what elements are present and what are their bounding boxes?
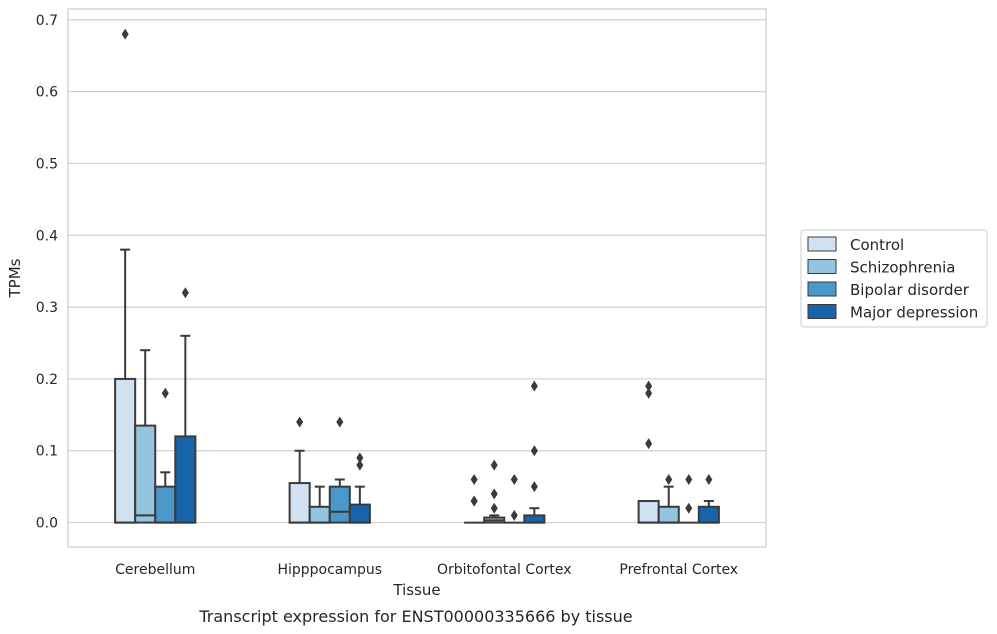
box-schizophrenia <box>134 349 157 524</box>
outlier-point <box>530 380 538 392</box>
outlier-point <box>356 452 364 464</box>
legend-label: Bipolar disorder <box>850 281 970 299</box>
boxes <box>114 28 720 524</box>
outlier-point <box>645 387 653 399</box>
outlier-point <box>685 473 693 485</box>
y-tick-label: 0.7 <box>36 13 58 29</box>
outlier-point <box>645 380 653 392</box>
legend-label: Schizophrenia <box>850 259 955 277</box>
box-bipolar-disorder <box>154 387 177 524</box>
outlier-point <box>705 473 713 485</box>
legend-swatch <box>807 304 837 319</box>
legend-swatch <box>807 281 837 297</box>
outlier-point <box>470 473 478 485</box>
outlier-point <box>530 445 538 457</box>
box-major-depression <box>523 380 546 524</box>
box-schizophrenia <box>483 459 506 524</box>
outlier-point <box>510 509 518 521</box>
outlier-point <box>490 502 498 514</box>
x-tick-label: Hipppocampus <box>277 562 382 578</box>
box-control <box>637 380 660 524</box>
x-tick-label: Cerebellum <box>115 562 195 578</box>
box-schizophrenia <box>308 485 331 524</box>
legend-swatch <box>807 259 837 274</box>
box-schizophrenia <box>657 473 680 524</box>
outlier-point <box>470 495 478 507</box>
x-axis-ticks: Cerebellum Hipppocampus Orbitofontal Corte… <box>115 562 738 578</box>
outlier-point <box>296 416 304 428</box>
y-tick-label: 0.3 <box>36 300 58 316</box>
outlier-point <box>490 459 498 471</box>
box-iqr <box>288 482 311 524</box>
box-iqr <box>114 377 137 524</box>
y-tick-label: 0.4 <box>36 228 58 244</box>
outlier-point <box>161 387 169 399</box>
y-tick-label: 0.2 <box>36 372 58 388</box>
legend-frame <box>800 229 988 328</box>
y-tick-label: 0.0 <box>36 516 58 532</box>
legend: Control Schizophrenia Bipolar disorder Majo… <box>800 229 988 328</box>
box-iqr <box>174 435 197 524</box>
box-bipolar-disorder <box>504 473 525 524</box>
outlier-point <box>490 488 498 500</box>
legend-swatch <box>807 236 837 252</box>
outlier-point <box>356 459 364 471</box>
chart-caption: Transcript expression for ENST0000033566… <box>198 607 632 626</box>
outlier-point <box>336 416 344 428</box>
y-tick-label: 0.6 <box>36 85 58 101</box>
box-iqr <box>308 505 331 524</box>
box-major-depression <box>348 452 371 524</box>
legend-label: Major depression <box>850 304 978 322</box>
box-bipolar-disorder <box>678 473 699 524</box>
box-iqr <box>154 485 177 524</box>
box-iqr <box>523 514 546 524</box>
outlier-point <box>121 28 129 40</box>
y-axis-label: TPMs <box>6 258 24 298</box>
outlier-point <box>181 287 189 299</box>
outlier-point <box>665 473 673 485</box>
y-axis-ticks: 0.0 0.1 0.2 0.3 0.4 0.5 0.6 0.7 <box>36 13 58 532</box>
box-control <box>464 473 485 524</box>
box-control <box>114 28 137 524</box>
y-tick-label: 0.1 <box>36 444 58 460</box>
box-iqr <box>637 500 660 524</box>
box-iqr <box>657 505 680 524</box>
x-tick-label: Orbitofontal Cortex <box>437 562 572 578</box>
gridlines <box>68 19 766 524</box>
box-iqr <box>348 503 371 524</box>
box-iqr <box>697 505 720 524</box>
outlier-point <box>645 438 653 450</box>
box-major-depression <box>697 473 720 524</box>
outlier-point <box>510 473 518 485</box>
y-tick-label: 0.5 <box>36 156 58 172</box>
box-bipolar-disorder <box>328 416 351 524</box>
plot-area-frame <box>67 8 767 548</box>
x-tick-label: Prefrontal Cortex <box>619 562 738 578</box>
box-control <box>288 416 311 524</box>
outlier-point <box>530 481 538 493</box>
outlier-point <box>685 502 693 514</box>
legend-label: Control <box>850 236 904 254</box>
x-axis-label: Tissue <box>392 581 440 599</box>
box-major-depression <box>174 287 197 524</box>
box-iqr <box>134 424 157 524</box>
box-iqr <box>328 485 351 524</box>
